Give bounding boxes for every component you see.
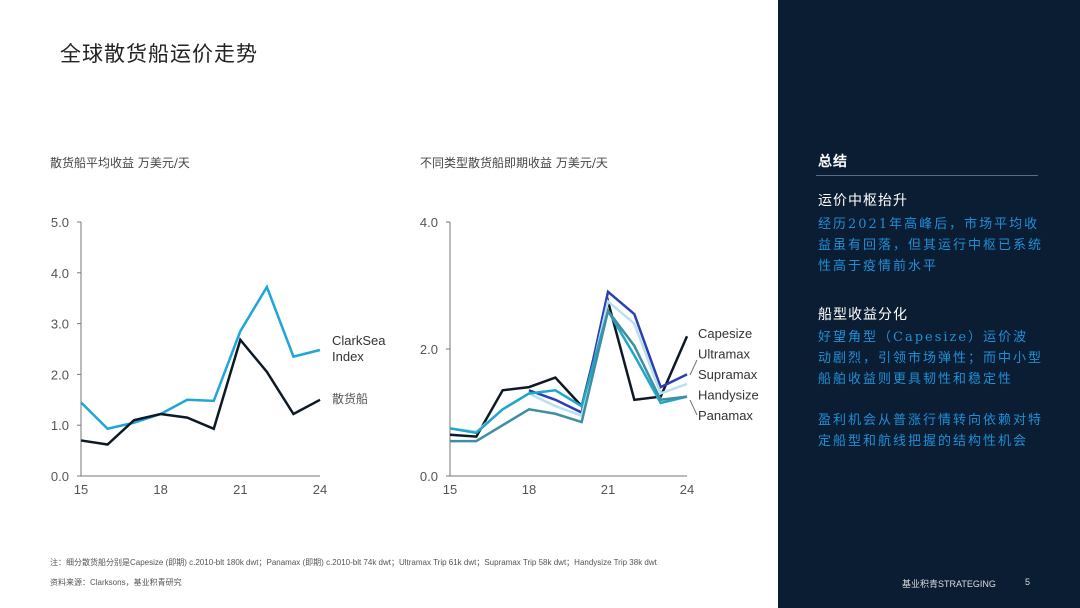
x-tick-label: 24 <box>313 482 327 497</box>
x-tick-label: 21 <box>233 482 247 497</box>
divider <box>816 175 1038 176</box>
legend-clarksea: ClarkSea <box>332 333 386 348</box>
y-tick-label: 1.0 <box>51 418 69 433</box>
y-tick-label: 4.0 <box>420 215 438 230</box>
legend-handysize: Handysize <box>698 388 759 403</box>
source-note: 资料来源：Clarksons，基业积青研究 <box>50 578 182 587</box>
summary-heading: 总结 <box>818 154 848 170</box>
legend-bulk: 散货船 <box>332 391 368 406</box>
legend-ultramax: Ultramax <box>698 347 751 362</box>
series-line-ultramax <box>528 289 688 415</box>
brand-logo: 基业积青STRATEGING <box>902 579 996 589</box>
legend-clarksea-2: Index <box>332 349 364 364</box>
footnote: 注：细分散货船分别是Capesize (即期) c.2010-blt 180k … <box>50 558 657 567</box>
page-title: 全球散货船运价走势 <box>60 42 258 66</box>
section2-text: 好望角型（Capesize）运价波动剧烈，引领市场弹性；而中小型船舶收益则更具韧… <box>818 330 1044 387</box>
x-tick-label: 18 <box>522 482 536 497</box>
y-tick-label: 2.0 <box>51 367 69 382</box>
y-tick-label: 0.0 <box>420 469 438 484</box>
legend-panamax: Panamax <box>698 408 753 423</box>
y-tick-label: 3.0 <box>51 317 69 332</box>
series-line-clarksea-index <box>80 284 321 431</box>
chart1-title: 散货船平均收益 万美元/天 <box>50 156 190 170</box>
section2-title: 船型收益分化 <box>818 307 908 323</box>
legend-supramax: Supramax <box>698 367 758 382</box>
series-line-散货船 <box>80 337 321 446</box>
x-tick-label: 18 <box>153 482 167 497</box>
series-line-supramax <box>449 299 688 433</box>
legend-capesize: Capesize <box>698 326 752 341</box>
y-tick-label: 5.0 <box>51 215 69 230</box>
series-line-handysize <box>449 307 688 435</box>
chart2-title: 不同类型散货船即期收益 万美元/天 <box>420 156 608 170</box>
x-tick-label: 15 <box>443 482 457 497</box>
series-line-capesize <box>449 296 689 438</box>
content-area <box>0 0 778 608</box>
summary-panel <box>778 0 1080 608</box>
y-tick-label: 0.0 <box>51 469 69 484</box>
x-tick-label: 24 <box>680 482 694 497</box>
page-number: 5 <box>1025 577 1031 587</box>
y-tick-label: 4.0 <box>51 266 69 281</box>
x-tick-label: 15 <box>74 482 88 497</box>
section1-text: 经历2021年高峰后，市场平均收益虽有回落，但其运行中枢已系统性高于疫情前水平 <box>818 217 1044 274</box>
section1-title: 运价中枢抬升 <box>818 193 908 209</box>
series-line-panamax <box>450 308 688 443</box>
section3-text: 盈利机会从普涨行情转向依赖对特定船型和航线把握的结构性机会 <box>818 413 1044 449</box>
leader-line <box>689 399 698 416</box>
y-tick-label: 2.0 <box>420 342 438 357</box>
leader-line <box>689 359 698 376</box>
x-tick-label: 21 <box>601 482 615 497</box>
